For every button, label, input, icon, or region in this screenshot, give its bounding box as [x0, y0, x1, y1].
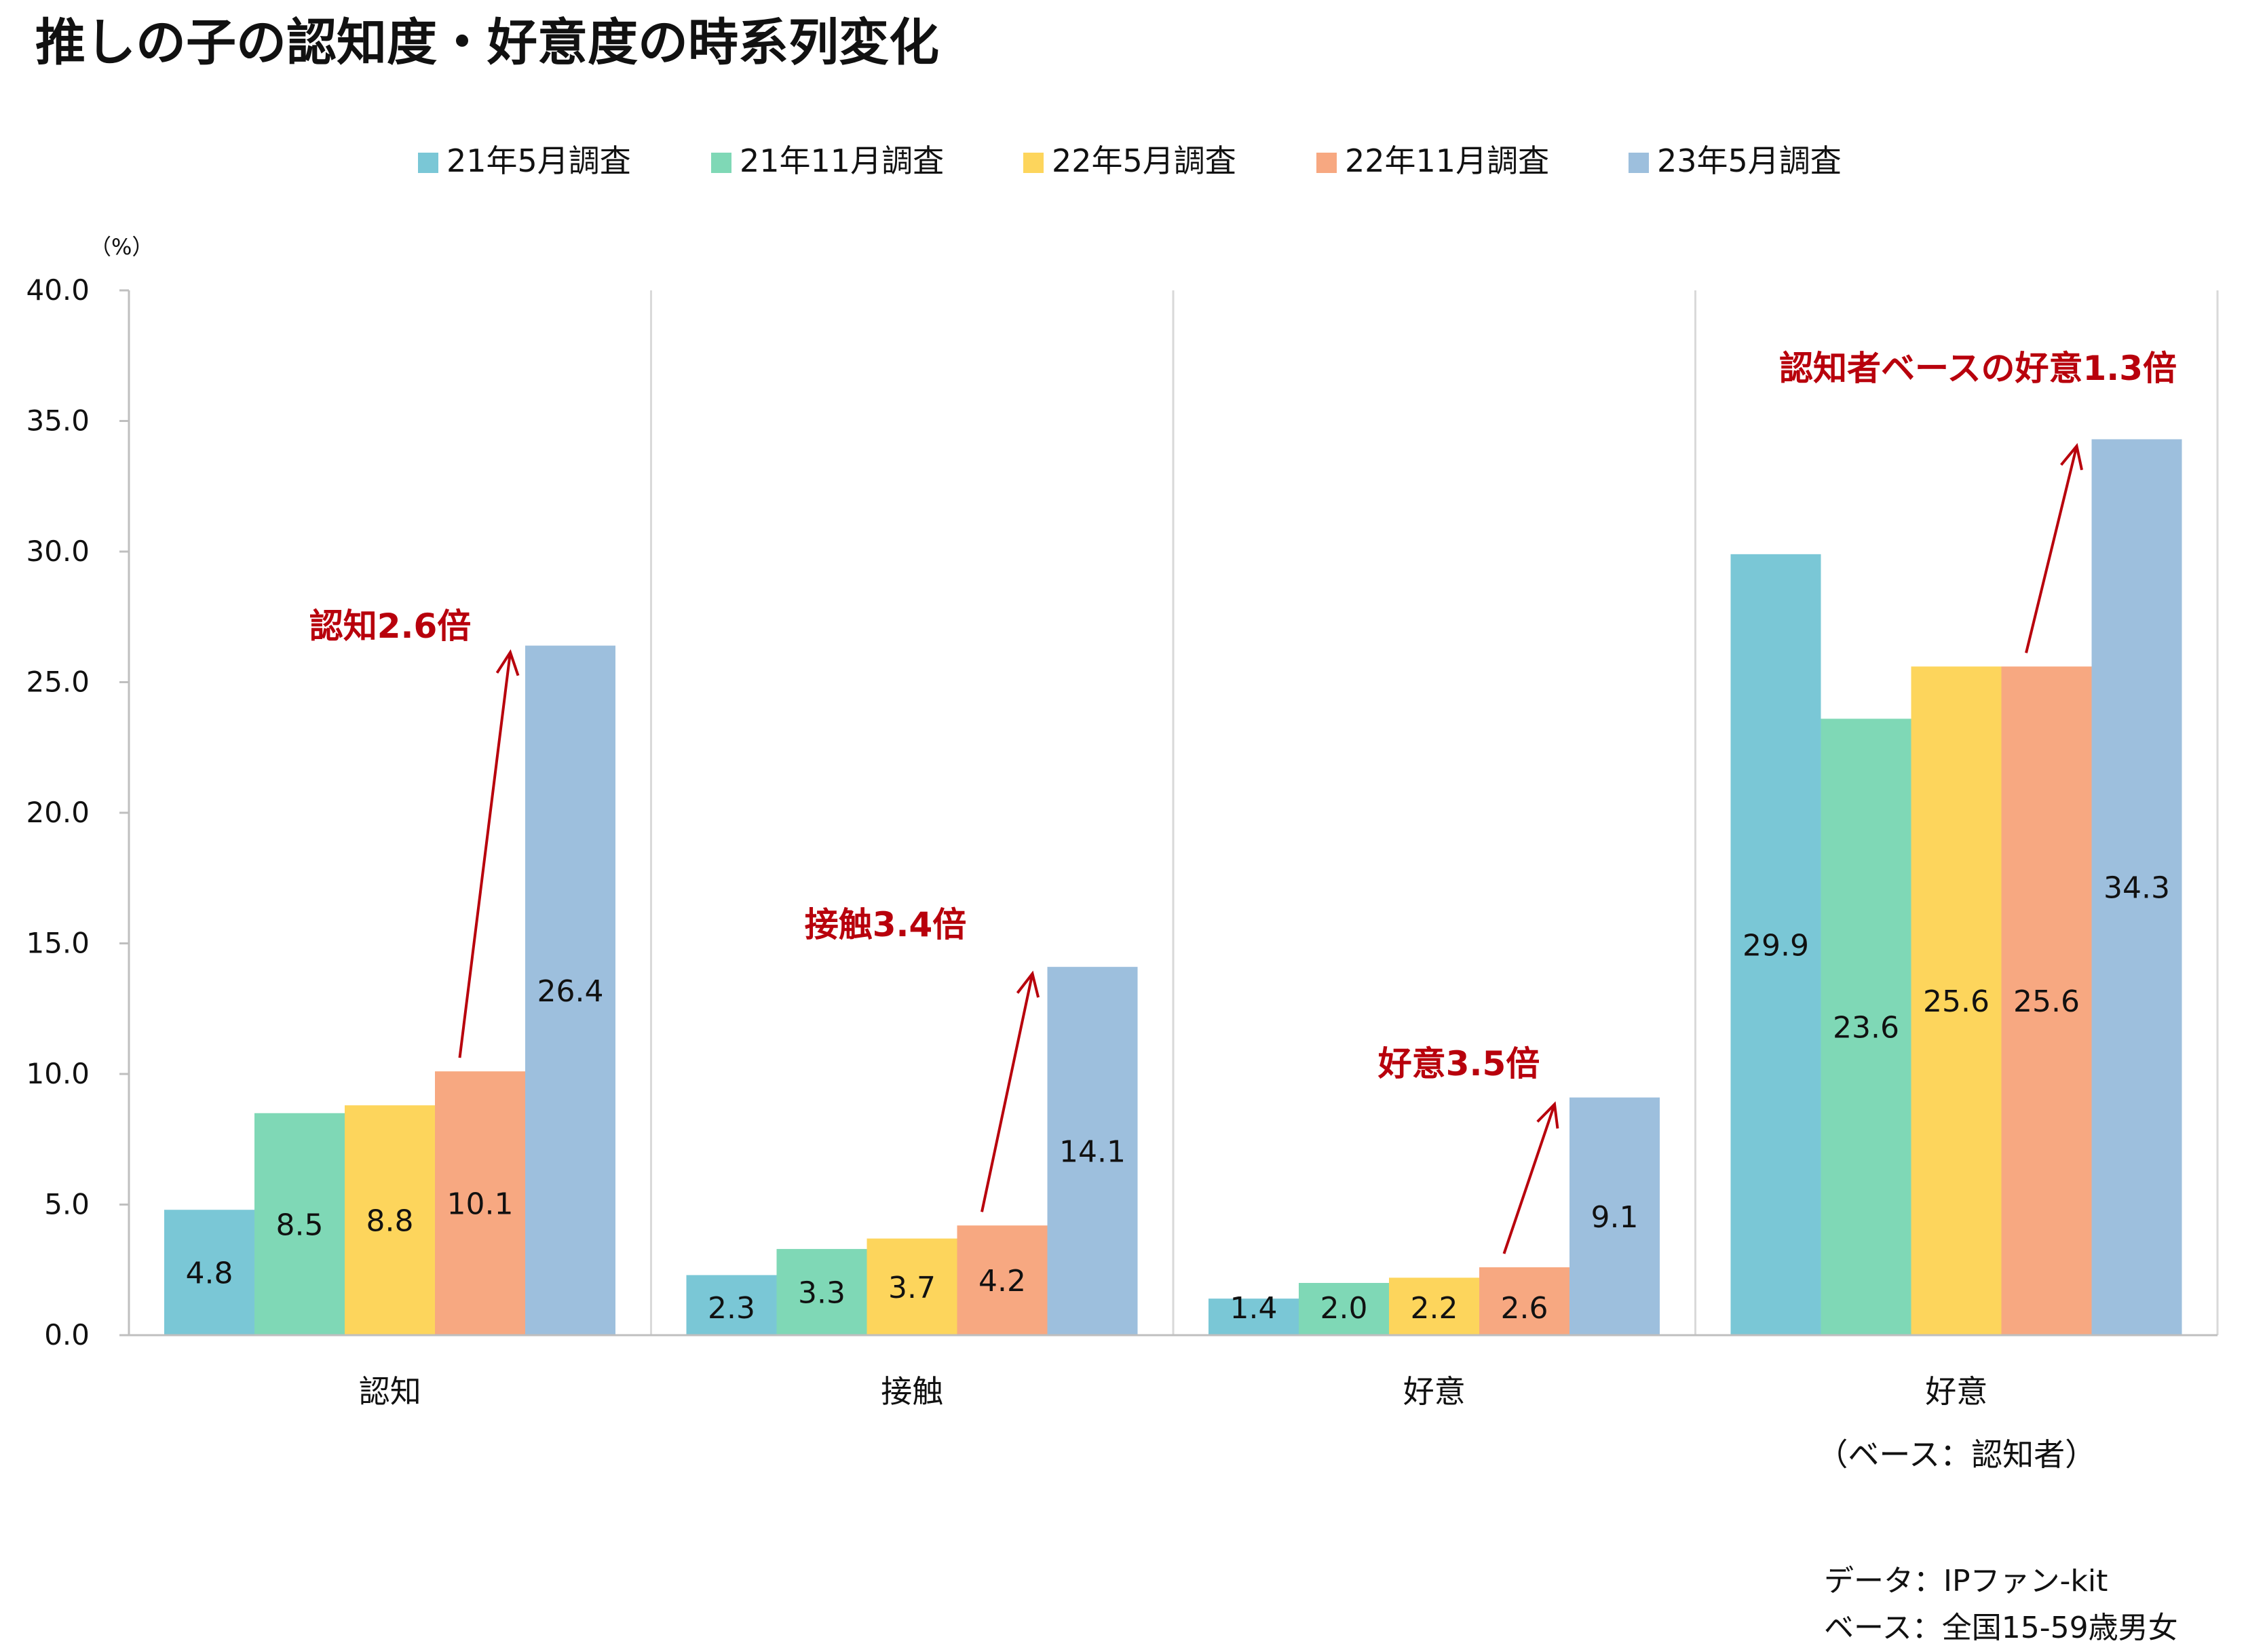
- bar: [525, 645, 615, 1335]
- y-axis-ticks: 0.0 5.0 10.0 15.0 20.0 25.0 30.0 35.0 40.0: [26, 273, 129, 1351]
- bar-value-label: 2.3: [708, 1291, 755, 1326]
- bar: [345, 1105, 435, 1335]
- legend-swatch: [1316, 153, 1337, 173]
- y-tick-label: 35.0: [26, 404, 90, 438]
- bar-value-label: 34.3: [2104, 871, 2170, 906]
- y-tick-label: 25.0: [26, 666, 90, 699]
- category-label: 接触: [881, 1373, 943, 1410]
- bar: [957, 1225, 1048, 1335]
- bar: [254, 1113, 345, 1335]
- y-tick-label: 40.0: [26, 273, 90, 307]
- annotation-label: 接触3.4倍: [805, 905, 967, 944]
- bar-value-label: 8.5: [276, 1208, 324, 1242]
- bar-value-label: 25.6: [2013, 984, 2080, 1019]
- y-tick-label: 20.0: [26, 796, 90, 829]
- value-labels: 4.8 8.5 8.8 10.1 26.4 2.3 3.3 3.7 4.2 14.1 1.4 2.0 2…: [186, 871, 2170, 1326]
- bar: [1569, 1097, 1660, 1335]
- annotation-arrowhead: [495, 649, 520, 676]
- bar: [776, 1248, 867, 1335]
- bar-value-label: 4.8: [186, 1256, 233, 1291]
- source-note: データ：IPファン-kit: [1824, 1564, 2108, 1598]
- bar: [1389, 1278, 1479, 1335]
- annotation-arrowhead: [2060, 442, 2083, 471]
- bar-value-label: 9.1: [1591, 1200, 1639, 1235]
- legend-label: 22年11月調査: [1345, 142, 1549, 179]
- bar-value-label: 25.6: [1923, 984, 1990, 1019]
- bar-value-label: 1.4: [1230, 1291, 1278, 1326]
- bars: [164, 439, 2182, 1336]
- bar: [867, 1238, 957, 1335]
- annotation-label: 認知2.6倍: [309, 607, 472, 646]
- y-tick-label: 5.0: [44, 1188, 90, 1221]
- annotation-arrowhead: [1016, 970, 1040, 998]
- legend-swatch: [1023, 153, 1044, 173]
- group-separators: [650, 290, 2219, 1335]
- bar-value-label: 8.8: [366, 1204, 414, 1239]
- bar-value-label: 2.0: [1320, 1291, 1368, 1326]
- y-axis-unit-label: （%）: [90, 234, 153, 260]
- annotation-arrow: [458, 652, 512, 1058]
- category-label: 好意: [1925, 1373, 1987, 1410]
- legend-swatch: [711, 153, 731, 173]
- annotation-label: 認知者ベースの好意1.3倍: [1779, 349, 2177, 388]
- legend-label: 21年5月調査: [446, 142, 631, 179]
- bar-value-label: 23.6: [1833, 1011, 1899, 1045]
- bar-value-label: 3.3: [798, 1275, 845, 1310]
- bar-value-label: 2.6: [1501, 1291, 1548, 1326]
- y-tick-label: 0.0: [44, 1318, 90, 1351]
- y-tick-label: 10.0: [26, 1057, 90, 1090]
- y-tick-label: 30.0: [26, 535, 90, 568]
- y-tick-label: 15.0: [26, 927, 90, 960]
- chart-title: 推しの子の認知度・好意度の時系列変化: [35, 14, 939, 72]
- bar: [686, 1275, 777, 1335]
- bar-value-label: 10.1: [447, 1187, 514, 1222]
- bar-value-label: 2.2: [1411, 1291, 1458, 1326]
- bar: [2001, 666, 2092, 1335]
- legend-swatch: [1629, 153, 1649, 173]
- bar: [1047, 967, 1138, 1335]
- bar-value-label: 29.9: [1743, 928, 1809, 963]
- bar: [1208, 1299, 1299, 1335]
- bar: [1299, 1283, 1389, 1335]
- annotation-arrow: [1502, 1104, 1556, 1254]
- axes: [119, 290, 2218, 1337]
- legend-label: 22年5月調査: [1052, 142, 1236, 179]
- bar-value-label: 3.7: [888, 1271, 936, 1305]
- base-note: ベース：全国15-59歳男女: [1824, 1611, 2178, 1645]
- bar: [1730, 554, 1821, 1335]
- category-labels: 認知 接触 好意 好意 （ベース：認知者）: [359, 1373, 2096, 1473]
- category-sublabel: （ベース：認知者）: [1816, 1436, 2096, 1473]
- annotation-label: 好意3.5倍: [1377, 1044, 1540, 1083]
- annotation-arrow: [2025, 445, 2078, 653]
- bar-value-label: 26.4: [537, 974, 604, 1009]
- category-label: 認知: [359, 1373, 421, 1410]
- category-label: 好意: [1403, 1373, 1466, 1410]
- bar-value-label: 4.2: [978, 1264, 1026, 1299]
- bar: [1911, 666, 2002, 1335]
- bar-value-label: 14.1: [1059, 1135, 1126, 1170]
- bar: [435, 1071, 525, 1335]
- bar: [2091, 439, 2182, 1336]
- legend-label: 21年11月調査: [740, 142, 944, 179]
- bar: [1479, 1267, 1569, 1335]
- annotation-arrowhead: [1536, 1101, 1559, 1129]
- legend: 21年5月調査 21年11月調査 22年5月調査 22年11月調査 23年5月調査: [418, 142, 1842, 179]
- bar: [1821, 718, 1911, 1335]
- annotation-arrow: [981, 973, 1034, 1212]
- bar: [164, 1210, 254, 1335]
- legend-swatch: [418, 153, 438, 173]
- legend-label: 23年5月調査: [1657, 142, 1842, 179]
